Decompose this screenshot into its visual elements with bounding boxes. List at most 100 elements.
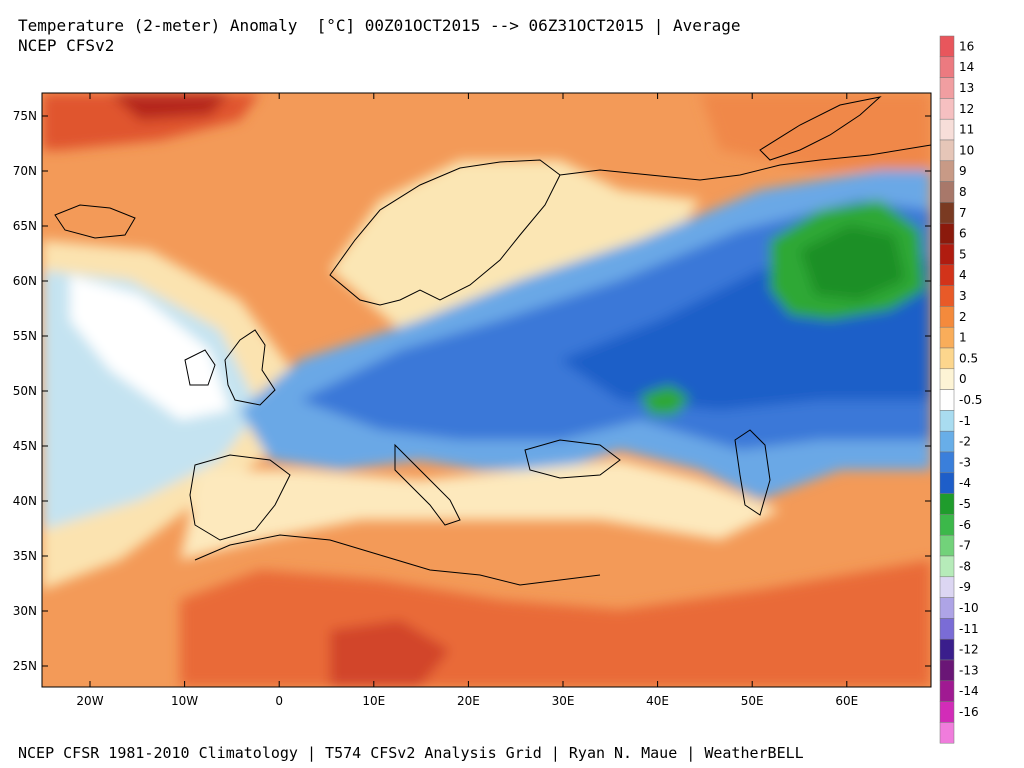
colorbar-label: 3 [959, 289, 967, 303]
colorbar-label: 7 [959, 206, 967, 220]
mediterranean-neutral-zone [180, 460, 780, 560]
colorbar-label: 5 [959, 247, 967, 261]
colorbar-label: -14 [959, 684, 979, 698]
colorbar-swatch [939, 264, 955, 286]
colorbar-swatch [939, 56, 955, 78]
lat-label: 60N [13, 274, 37, 288]
colorbar-swatch [939, 181, 955, 203]
plot-frame-group [41, 92, 932, 688]
colorbar-swatch [939, 597, 955, 619]
lat-label: 75N [13, 109, 37, 123]
colorbar-swatch [939, 680, 955, 702]
colorbar-swatch [939, 701, 955, 723]
colorbar-swatch [939, 160, 955, 182]
lon-label: 50E [741, 694, 764, 708]
colorbar-label: 11 [959, 123, 974, 137]
black-sea-coast [524, 439, 621, 479]
colorbar-label: -2 [959, 435, 971, 449]
colorbar-swatch [939, 618, 955, 640]
colorbar-label: -16 [959, 705, 979, 719]
scandinavia-coast [329, 159, 561, 306]
colorbar-label: 4 [959, 268, 967, 282]
britain-coast [224, 329, 276, 406]
anomaly-field [42, 93, 931, 687]
colorbar-label: 16 [959, 39, 974, 53]
colorbar-swatch [939, 472, 955, 494]
colorbar-label: 8 [959, 185, 967, 199]
colorbar-label: -3 [959, 455, 971, 469]
colorbar-label: -12 [959, 643, 979, 657]
volga-green-zone [640, 385, 690, 415]
arctic-russia-coast [559, 144, 932, 181]
colorbar-swatch [939, 98, 955, 120]
colorbar-swatch [939, 368, 955, 390]
coastlines [41, 95, 932, 586]
ural-dark-green-zone [800, 225, 905, 300]
colorbar-label: -13 [959, 663, 979, 677]
colorbar-swatch [939, 576, 955, 598]
lon-label: 60E [835, 694, 858, 708]
colorbar-swatch [939, 389, 955, 411]
colorbar-label: 6 [959, 227, 967, 241]
colorbar-swatch [939, 493, 955, 515]
colorbar-swatch [939, 202, 955, 224]
colorbar-label: 13 [959, 81, 974, 95]
scandinavia-neutral-zone [330, 160, 700, 330]
credits-footer: NCEP CFSR 1981-2010 Climatology | T574 C… [18, 744, 804, 762]
sahara-very-hot-zone [330, 620, 450, 687]
arctic-very-hot-zone [110, 93, 230, 120]
lat-label: 50N [13, 384, 37, 398]
colorbar-swatch [939, 555, 955, 578]
lon-label: 20E [457, 694, 480, 708]
map-title: Temperature (2-meter) Anomaly [°C] 00Z01… [18, 16, 741, 35]
colorbar-label: 0 [959, 372, 967, 386]
lon-label: 20W [76, 694, 103, 708]
colorbar-swatch [939, 285, 955, 307]
italy-coast [394, 443, 461, 526]
plot-frame [41, 92, 932, 688]
model-name: NCEP CFSv2 [18, 36, 115, 55]
colorbar-label: -7 [959, 539, 971, 553]
lat-label: 70N [13, 164, 37, 178]
colorbar-label: -6 [959, 518, 971, 532]
lon-label: 10E [362, 694, 385, 708]
colorbar-label: -8 [959, 559, 971, 573]
colorbar-label: 0.5 [959, 351, 978, 365]
lon-label: 40E [646, 694, 669, 708]
colorbar-swatch [939, 514, 955, 536]
iceland-coast [54, 204, 136, 239]
longitude-labels: 20W 10W 0 10E 20E 30E 40E 50E 60E [76, 694, 858, 708]
lat-label: 45N [13, 439, 37, 453]
colorbar-label: 2 [959, 310, 967, 324]
colorbar-swatch [939, 638, 955, 661]
colorbar-swatch [939, 306, 955, 328]
siberia-warm-zone [700, 93, 931, 170]
colorbar-label: 1 [959, 331, 967, 345]
colorbar-label: 14 [959, 60, 974, 74]
colorbar-swatch [939, 347, 955, 370]
colorbar-label: -10 [959, 601, 979, 615]
lat-label: 40N [13, 494, 37, 508]
colorbar-swatch [939, 118, 955, 141]
axis-ticks [42, 93, 931, 687]
lon-label: 0 [275, 694, 283, 708]
colorbar-label: -4 [959, 476, 971, 490]
colorbar-swatch [939, 222, 955, 245]
north-africa-coast [194, 534, 601, 586]
ireland-coast [184, 349, 216, 386]
latitude-labels: 75N 70N 65N 60N 55N 50N 45N 40N 35N 30N 25N [13, 109, 37, 673]
colorbar-label: -11 [959, 622, 979, 636]
iberia-coast [189, 454, 291, 541]
novaya-zemlya-coast [759, 96, 882, 161]
colorbar-swatch [939, 534, 955, 557]
lon-label: 30E [552, 694, 575, 708]
colorbar: 16 14 13 12 11 10 9 8 7 6 5 4 3 2 1 0.5 0 -0.5 -1 -2 -3 -4 -5 -… [939, 35, 982, 744]
colorbar-swatch [939, 35, 955, 58]
colorbar-label: -5 [959, 497, 971, 511]
colorbar-label: -9 [959, 580, 971, 594]
lat-label: 55N [13, 329, 37, 343]
colorbar-swatch [939, 139, 955, 162]
colorbar-label: 10 [959, 143, 974, 157]
colorbar-swatch [939, 243, 955, 266]
